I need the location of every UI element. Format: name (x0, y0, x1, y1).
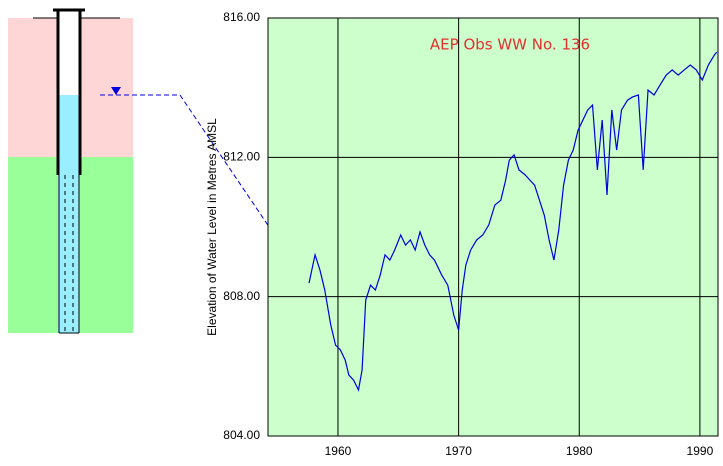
y-tick-label: 804.00 (223, 428, 260, 442)
data-line (308, 51, 718, 392)
y-axis-label: Elevation of Water Level in Metres AMSL (205, 118, 219, 336)
y-tick-label: 808.00 (223, 289, 260, 303)
well-air (58, 10, 80, 95)
leader-line (100, 94, 308, 284)
well-water (58, 95, 80, 333)
plot-area (267, 17, 719, 437)
x-tick-label: 1990 (687, 444, 714, 458)
x-tick-label: 1980 (566, 444, 593, 458)
well-diagram (8, 8, 308, 334)
water-level-marker (111, 87, 121, 95)
y-tick-label: 812.00 (223, 150, 260, 164)
y-tick-label: 816.00 (223, 10, 260, 24)
chart-title: AEP Obs WW No. 136 (430, 36, 590, 54)
x-tick-label: 1970 (445, 444, 472, 458)
x-tick-label: 1960 (325, 444, 352, 458)
